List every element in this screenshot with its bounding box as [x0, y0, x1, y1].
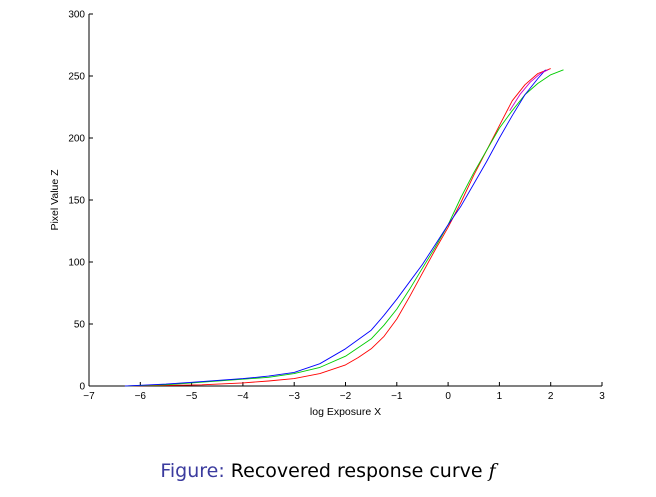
y-tick-label: 300	[68, 10, 85, 21]
caption-variable: f	[488, 460, 496, 482]
chart-series	[124, 68, 564, 387]
figure-caption: Figure: Recovered response curve f	[0, 460, 656, 482]
x-tick-label: −7	[83, 391, 95, 402]
chart-labels: log Exposure X Pixel Value Z	[49, 169, 381, 418]
series-line-2	[124, 69, 564, 387]
x-tick-label: −6	[135, 391, 147, 402]
x-tick-label: 2	[548, 391, 554, 402]
x-axis-label: log Exposure X	[310, 406, 381, 418]
y-tick-label: 0	[79, 382, 85, 393]
y-tick-label: 50	[74, 320, 86, 331]
y-axis-label: Pixel Value Z	[49, 169, 61, 231]
y-tick-label: 250	[68, 72, 85, 83]
x-tick-label: −5	[186, 391, 198, 402]
y-tick-label: 100	[68, 258, 85, 269]
caption-prefix: Figure:	[160, 460, 225, 482]
x-tick-label: −1	[391, 391, 403, 402]
x-tick-label: 3	[599, 391, 605, 402]
series-line-3	[124, 69, 546, 387]
x-tick-label: 0	[445, 391, 451, 402]
chart-axes: −7 −6 −5 −4 −3 −2 −1 0 1 2 3 0 50 100 150 200 250 300	[68, 10, 605, 403]
x-tick-label: −2	[340, 391, 352, 402]
response-curve-chart: −7 −6 −5 −4 −3 −2 −1 0 1 2 3 0 50 100 150 200 250 300 log…	[49, 10, 605, 419]
series-line-1	[124, 68, 551, 387]
x-tick-label: −3	[288, 391, 300, 402]
series-line-4	[509, 69, 549, 111]
caption-text: Recovered response curve	[230, 460, 483, 482]
y-tick-label: 150	[68, 196, 85, 207]
x-tick-label: 1	[497, 391, 503, 402]
x-tick-label: −4	[237, 391, 249, 402]
y-tick-label: 200	[68, 134, 85, 145]
